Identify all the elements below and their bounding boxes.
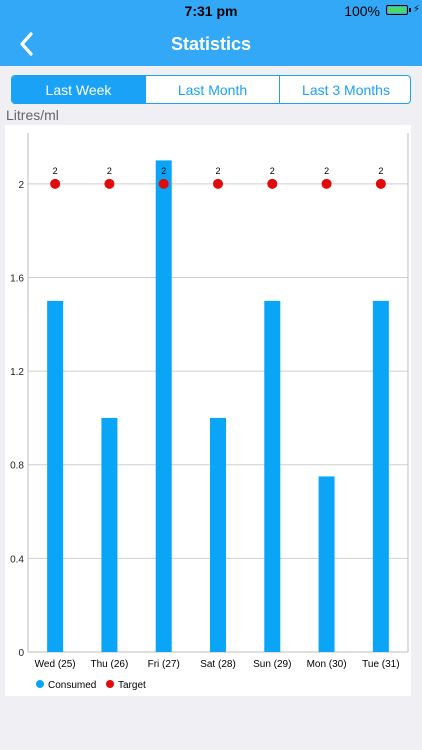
target-value-label: 2: [53, 166, 58, 176]
target-value-label: 2: [215, 166, 220, 176]
legend-label: Target: [118, 680, 146, 691]
x-tick-label: Tue (31): [362, 659, 399, 670]
battery-cap-icon: [409, 8, 411, 12]
bar-consumed: [318, 476, 335, 652]
target-point: [375, 178, 386, 189]
y-tick-label: 0: [18, 648, 24, 659]
charging-bolt-icon: ⚡: [412, 4, 420, 15]
bar-consumed: [47, 300, 64, 652]
x-tick-label: Sun (29): [253, 659, 291, 670]
y-axis-unit-label: Litres/ml: [6, 107, 59, 123]
bar-consumed: [264, 300, 281, 652]
bar-consumed: [155, 160, 172, 652]
chevron-left-icon: [20, 32, 33, 56]
target-value-label: 2: [324, 166, 329, 176]
consumption-chart: 0 0.4 0.8 1.2 1.6 2 2 2 2 2 2 2 2 Wed (25) Thu (26) Fri…: [10, 133, 409, 691]
target-value-label: 2: [107, 166, 112, 176]
period-selector: Last Week Last Month Last 3 Months: [11, 75, 411, 104]
target-value-label: 2: [161, 166, 166, 176]
y-tick-label: 1.2: [10, 367, 24, 378]
x-tick-label: Wed (25): [35, 659, 76, 670]
back-button[interactable]: [8, 26, 44, 62]
tab-last-month[interactable]: Last Month: [145, 76, 279, 103]
target-value-label: 2: [378, 166, 383, 176]
page-title: Statistics: [170, 34, 252, 54]
target-point: [213, 178, 223, 189]
navigation-bar: Statistics: [0, 22, 422, 66]
y-tick-label: 0.4: [10, 554, 24, 565]
tab-last-3-months[interactable]: Last 3 Months: [279, 76, 410, 103]
x-tick-label: Sat (28): [200, 659, 236, 670]
x-tick-label: Fri (27): [148, 659, 180, 670]
bar-consumed: [101, 417, 118, 652]
y-tick-label: 0.8: [10, 461, 24, 472]
x-tick-label: Mon (30): [307, 659, 347, 670]
legend-marker: [36, 680, 44, 688]
target-point: [267, 178, 278, 189]
target-point: [50, 178, 61, 189]
x-tick-label: Thu (26): [91, 659, 129, 670]
legend-label: Consumed: [48, 680, 96, 691]
battery-icon: [386, 5, 408, 15]
target-point: [321, 178, 332, 189]
target-value-label: 2: [270, 166, 275, 176]
target-point: [158, 178, 169, 189]
bar-consumed: [372, 300, 389, 652]
tab-last-week[interactable]: Last Week: [12, 76, 145, 103]
y-tick-label: 2: [18, 180, 24, 191]
status-time: 7:31 pm: [184, 3, 238, 19]
legend-marker: [106, 680, 114, 688]
bar-consumed: [210, 417, 226, 652]
battery-percentage: 100%: [344, 3, 380, 19]
chart-card: 0 0.4 0.8 1.2 1.6 2 2 2 2 2 2 2 2 Wed (25) Thu (26) Fri…: [5, 125, 411, 696]
status-bar: 7:31 pm 100% ⚡: [0, 0, 422, 22]
y-tick-label: 1.6: [10, 273, 24, 284]
target-point: [104, 178, 115, 189]
